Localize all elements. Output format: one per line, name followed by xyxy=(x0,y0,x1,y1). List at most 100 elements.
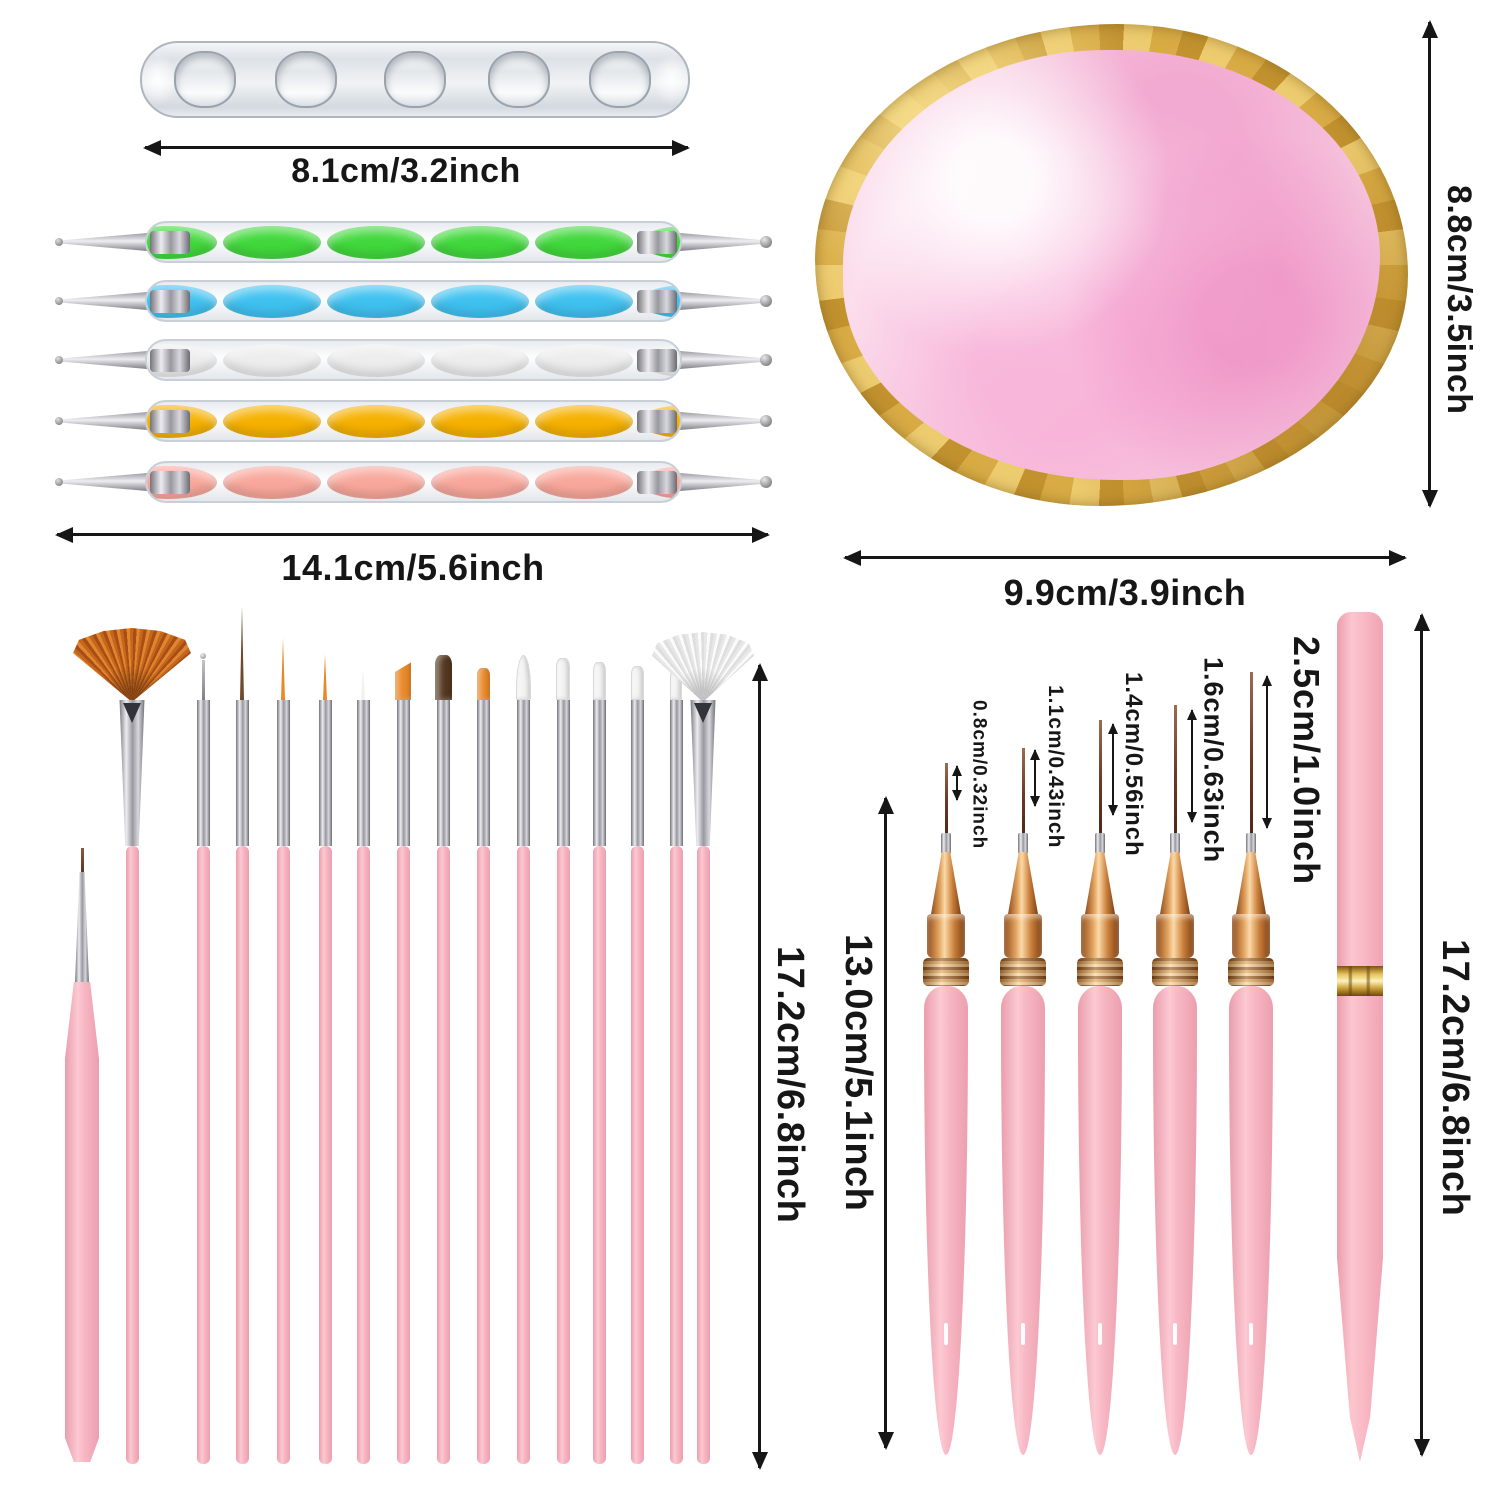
palette-height-label: 8.8cm/3.5inch xyxy=(1440,185,1478,415)
nail-brush-12-flat-handle xyxy=(592,846,606,1464)
liner-handle-length-arrow xyxy=(884,798,887,1448)
liner-brush-2-ferrule-rings xyxy=(1000,958,1046,986)
liner-tip-length-label-3: 1.4cm/0.56inch xyxy=(1120,672,1147,857)
liner-brush-5-handle xyxy=(1229,986,1273,1455)
dotting-pen-pink-left-insert xyxy=(150,471,190,494)
liner-brush-3-ferrule-body xyxy=(1081,914,1119,958)
dotting-pen-green-swirl-lens xyxy=(327,226,425,259)
dotting-pen-blue-left-insert xyxy=(150,290,190,313)
dotting-pen-pink-swirl-lens xyxy=(327,466,425,499)
dotting-pen-green-left-insert xyxy=(150,231,190,254)
gel-pen-body xyxy=(1337,612,1383,1258)
liner-brush-5-ferrule-cone xyxy=(1236,852,1266,914)
dotting-pen-pink-swirl-lens xyxy=(223,466,321,499)
gel-pen-tapered-tip xyxy=(1337,1258,1383,1462)
nail-brush-15-fan-handle xyxy=(696,846,710,1464)
liner-tip-length-arrow-2 xyxy=(1034,750,1036,806)
nail-brush-3-liner-bristles xyxy=(240,606,244,700)
dotting-pen-white-left-tip xyxy=(63,351,147,369)
dotting-pen-green-swirl-lens xyxy=(431,226,529,259)
nail-brush-7-flat-angled-ferrule xyxy=(396,700,410,846)
dotting-pen-white-right-tip xyxy=(680,351,764,369)
dotting-pen-green-swirl-lens xyxy=(535,226,633,259)
liner-tip-length-label-4: 1.6cm/0.63inch xyxy=(1198,657,1229,864)
dotting-pen-blue-swirl-lens xyxy=(431,285,529,318)
liner-brush-2-handle-highlight xyxy=(1021,1323,1025,1345)
liner-brush-5-collar xyxy=(1246,833,1256,854)
liner-brush-5-handle-highlight xyxy=(1249,1323,1253,1345)
dotting-pen-yellow-swirl-lens xyxy=(535,405,633,438)
liner-brush-4-ferrule-cone xyxy=(1160,852,1190,914)
liner-tip-length-label-2: 1.1cm/0.43inch xyxy=(1043,685,1067,849)
dotting-pen-blue-swirl-lens xyxy=(327,285,425,318)
nail-brush-10-flat-pointed-ferrule xyxy=(516,700,530,846)
nail-brush-6-liner-handle xyxy=(356,846,370,1464)
nail-brush-14-flat-handle xyxy=(669,846,683,1464)
dotting-pen-white-left-ball xyxy=(55,356,63,364)
nail-brush-6-liner-ferrule xyxy=(356,700,370,846)
liner-brush-1-bristles xyxy=(944,763,948,835)
dotting-pen-green-right-insert xyxy=(637,231,677,254)
dotting-pen-pink-right-insert xyxy=(637,471,677,494)
dotting-pen-white-right-ball xyxy=(760,354,772,366)
holder-slot-2 xyxy=(275,51,337,108)
dotting-pen-green-right-tip xyxy=(680,233,764,251)
nail-brush-3-liner-ferrule xyxy=(235,700,249,846)
liner-brush-4-handle-highlight xyxy=(1173,1323,1177,1345)
dotting-pen-blue-left-ball xyxy=(55,297,63,305)
dotting-pen-yellow-left-insert xyxy=(150,410,190,433)
nail-brush-10-flat-pointed-handle xyxy=(516,846,530,1464)
dotting-pen-yellow-right-insert xyxy=(637,410,677,433)
nail-brush-2-dotting-tip-ball-tip xyxy=(200,653,206,659)
liner-tip-length-arrow-4 xyxy=(1191,710,1193,822)
liner-brush-2-bristles xyxy=(1021,748,1025,835)
liner-tip-length-label-5: 2.5cm/1.0inch xyxy=(1286,636,1327,886)
nail-brush-7-flat-angled-bristles xyxy=(395,662,411,700)
nail-brush-12-flat-bristles xyxy=(592,662,606,700)
detail-brush-bristles xyxy=(80,848,84,872)
dotting-pen-green-right-ball xyxy=(760,236,772,248)
nail-brush-3-liner-handle xyxy=(235,846,249,1464)
dotting-pen-white-swirl-lens xyxy=(431,344,529,377)
dotting-pen-pink-swirl-lens xyxy=(535,466,633,499)
holder-width-arrow xyxy=(145,146,688,149)
dotting-pen-blue-left-tip xyxy=(63,292,147,310)
nail-brush-12-flat-ferrule xyxy=(592,700,606,846)
holder-slot-4 xyxy=(488,51,550,108)
liner-brush-2-ferrule-cone xyxy=(1008,852,1038,914)
liner-brush-5-bristles xyxy=(1249,672,1253,835)
dotting-pen-green-barrel xyxy=(145,221,682,263)
nail-brush-4-liner-bristles xyxy=(281,638,285,700)
dotting-pen-pink-left-ball xyxy=(55,478,63,486)
dotting-pen-yellow-swirl-lens xyxy=(327,405,425,438)
dotting-pen-yellow-swirl-lens xyxy=(431,405,529,438)
dotting-pen-blue-swirl-lens xyxy=(223,285,321,318)
nail-brush-2-dotting-tip-handle xyxy=(196,846,210,1464)
liner-brush-5-ferrule-rings xyxy=(1228,958,1274,986)
dotting-pen-length-label: 14.1cm/5.6inch xyxy=(281,547,545,588)
nail-brush-1-fan-bristles xyxy=(73,628,191,702)
nail-brush-7-flat-angled-handle xyxy=(396,846,410,1464)
nail-brush-8-flat-bristles xyxy=(434,655,452,700)
liner-brush-1-ferrule-body xyxy=(927,914,965,958)
liner-brush-4-bristles xyxy=(1173,705,1177,835)
detail-brush-handle xyxy=(65,982,99,1462)
dotting-pen-white-barrel xyxy=(145,339,682,381)
nail-brush-4-liner-ferrule xyxy=(276,700,290,846)
liner-brush-4-ferrule-body xyxy=(1156,914,1194,958)
dotting-pen-white-swirl-lens xyxy=(327,344,425,377)
liner-brush-1-handle xyxy=(924,986,968,1455)
liner-brush-3-handle-highlight xyxy=(1098,1323,1102,1345)
liner-brush-3-handle xyxy=(1078,986,1122,1455)
dotting-pen-blue-right-insert xyxy=(637,290,677,313)
nail-brush-5-liner-bristles xyxy=(323,654,327,700)
nail-brush-11-flat-bristles xyxy=(556,658,570,700)
gel-pen-length-arrow xyxy=(1420,615,1423,1455)
nail-brush-1-fan-handle xyxy=(125,846,139,1464)
dotting-pen-pink-left-tip xyxy=(63,473,147,491)
palette-height-arrow xyxy=(1428,22,1431,506)
dotting-pen-pink-right-ball xyxy=(760,476,772,488)
nail-brush-4-liner-handle xyxy=(276,846,290,1464)
liner-brush-2-handle xyxy=(1001,986,1045,1455)
